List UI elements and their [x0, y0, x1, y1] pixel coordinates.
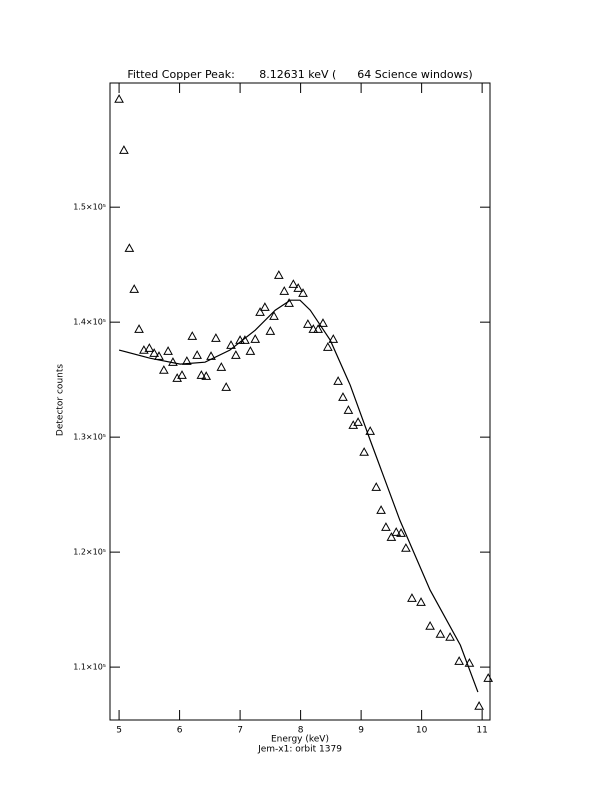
triangle-marker — [192, 350, 202, 359]
triangle-marker — [144, 343, 155, 352]
triangle-marker — [273, 270, 284, 279]
triangle-marker — [435, 629, 446, 638]
y-tick-label: 1.4×10⁵ — [73, 318, 106, 327]
plot-frame — [109, 82, 491, 721]
x-tick-label: 11 — [476, 726, 487, 736]
y-tick-label: 1.2×10⁵ — [73, 548, 106, 557]
triangle-marker — [172, 373, 183, 382]
y-tick-label: 1.3×10⁵ — [73, 433, 106, 442]
triangle-marker — [381, 522, 391, 531]
triangle-marker — [348, 420, 359, 429]
triangle-marker — [416, 597, 426, 606]
triangle-marker — [288, 279, 299, 288]
triangle-marker — [425, 621, 435, 630]
triangle-marker — [201, 371, 212, 380]
triangle-marker — [365, 426, 376, 435]
triangle-marker — [211, 333, 221, 342]
triangle-marker — [196, 370, 207, 379]
triangle-marker — [177, 370, 187, 379]
triangle-marker — [483, 673, 494, 682]
x-tick-label: 6 — [177, 726, 183, 736]
triangle-marker — [124, 243, 135, 252]
triangle-marker — [163, 346, 173, 355]
triangle-marker — [328, 334, 339, 343]
triangle-marker — [353, 417, 363, 426]
triangle-marker — [391, 527, 402, 536]
fit-line — [118, 299, 479, 693]
y-axis-label: Detector counts — [56, 364, 66, 436]
triangle-marker — [376, 505, 386, 514]
x-tick-label: 7 — [237, 726, 243, 736]
triangle-marker — [134, 324, 144, 333]
triangle-marker — [245, 346, 256, 355]
triangle-marker — [396, 528, 406, 537]
triangle-marker — [308, 324, 319, 333]
triangle-marker — [119, 145, 129, 154]
x-tick-label: 9 — [358, 726, 364, 736]
triangle-marker — [303, 319, 313, 328]
triangle-marker — [181, 356, 192, 365]
x-tick-label: 10 — [416, 726, 428, 736]
triangle-marker — [313, 324, 324, 333]
triangle-marker — [159, 365, 169, 374]
triangle-marker — [401, 543, 411, 552]
y-tick-label: 1.5×10⁵ — [73, 203, 106, 212]
x-tick-label: 8 — [298, 726, 304, 736]
triangle-marker — [343, 405, 354, 414]
triangle-marker — [279, 286, 290, 295]
triangle-marker — [129, 284, 140, 293]
triangle-marker — [338, 392, 348, 401]
triangle-marker — [386, 532, 397, 541]
triangle-marker — [445, 632, 455, 641]
triangle-marker — [474, 701, 484, 710]
triangle-marker — [269, 311, 279, 320]
x-axis-label: Energy (keV) — [271, 735, 329, 745]
triangle-marker — [371, 482, 382, 491]
triangle-marker — [114, 94, 124, 103]
triangle-marker — [333, 376, 343, 385]
triangle-marker — [322, 342, 333, 351]
triangle-marker — [265, 326, 276, 335]
x-tick-label: 5 — [116, 726, 122, 736]
chart-title: Fitted Copper Peak: 8.12631 keV ( 64 Sci… — [127, 68, 472, 81]
triangle-marker — [216, 362, 227, 371]
triangle-marker — [255, 307, 265, 316]
triangle-marker — [231, 350, 241, 359]
triangle-marker — [260, 302, 270, 311]
triangle-marker — [293, 283, 304, 292]
triangle-marker — [298, 288, 308, 297]
subtitle: Jem-x1: orbit 1379 — [257, 745, 342, 755]
triangle-marker — [250, 334, 261, 343]
triangle-marker — [318, 318, 328, 327]
triangle-marker — [359, 447, 369, 456]
triangle-marker — [407, 593, 417, 602]
y-tick-label: 1.1×10⁵ — [73, 663, 106, 672]
triangle-marker — [187, 331, 198, 340]
triangle-marker — [454, 656, 464, 665]
triangle-marker — [221, 382, 232, 391]
triangle-marker — [149, 348, 160, 357]
triangle-marker — [226, 340, 236, 349]
